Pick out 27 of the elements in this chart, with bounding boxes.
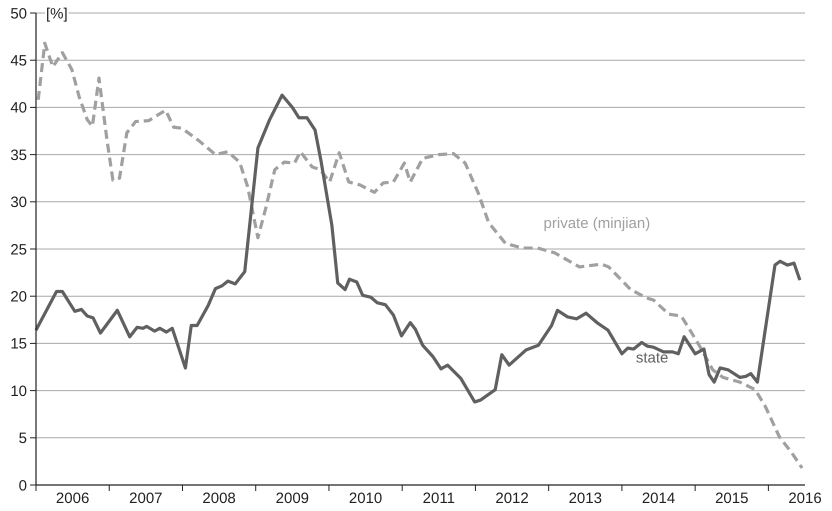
y-tick-label: 0 bbox=[18, 477, 27, 494]
x-tick-label: 2008 bbox=[202, 490, 236, 507]
x-tick-label: 2006 bbox=[56, 490, 90, 507]
x-tick-label: 2014 bbox=[642, 490, 676, 507]
y-tick-label: 25 bbox=[10, 241, 27, 258]
y-tick-label: 40 bbox=[10, 100, 27, 117]
line-series bbox=[34, 94, 802, 404]
x-tick-label: 2016 bbox=[788, 490, 822, 507]
y-tick-label: 10 bbox=[10, 382, 27, 400]
y-tick-label: 15 bbox=[10, 336, 27, 353]
x-tick-label: 2013 bbox=[568, 490, 602, 507]
y-tick-label: 45 bbox=[10, 52, 27, 70]
y-tick-label: 50 bbox=[10, 5, 27, 22]
x-tick-label: 2009 bbox=[276, 490, 310, 507]
x-tick-label: 2011 bbox=[422, 490, 455, 507]
x-tick-label: 2010 bbox=[348, 490, 382, 507]
series-label: state bbox=[636, 349, 668, 366]
series-label: private (minjian) bbox=[544, 214, 650, 232]
y-tick-label: 5 bbox=[18, 430, 27, 448]
line-series bbox=[36, 42, 804, 470]
y-tick-label: 30 bbox=[10, 194, 27, 212]
y-axis-title: [%] bbox=[46, 5, 68, 22]
x-tick-label: 2015 bbox=[715, 490, 748, 507]
x-tick-label: 2007 bbox=[129, 490, 163, 507]
y-tick-label: 35 bbox=[10, 146, 27, 164]
y-tick-label: 20 bbox=[10, 288, 27, 306]
x-tick-label: 2012 bbox=[495, 490, 529, 507]
